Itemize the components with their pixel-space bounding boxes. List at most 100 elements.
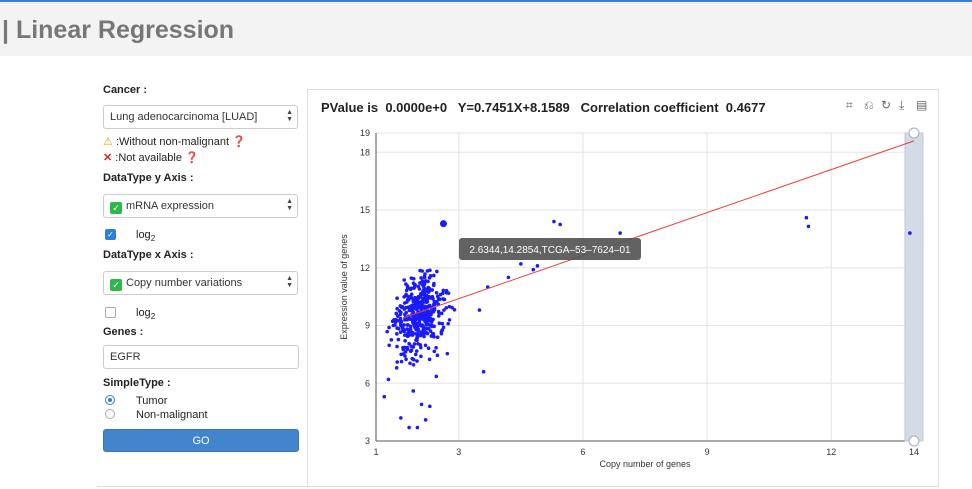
data-point xyxy=(404,357,408,362)
y-tick-label: 12 xyxy=(360,263,370,273)
data-point xyxy=(431,283,436,288)
non-malignant-radio[interactable] xyxy=(105,409,115,419)
go-button[interactable]: GO xyxy=(103,429,299,452)
data-point xyxy=(395,332,399,336)
data-point xyxy=(406,298,411,302)
x-axis-select[interactable]: ✓ Copy number variations ▲ ▼ xyxy=(103,271,298,295)
refresh-icon[interactable]: ↻ xyxy=(881,98,892,112)
data-point xyxy=(427,294,431,299)
data-point xyxy=(401,345,405,350)
data-point xyxy=(425,298,429,303)
data-point xyxy=(422,281,427,286)
data-point xyxy=(531,267,536,272)
zoom-slider-track xyxy=(904,132,924,442)
data-point xyxy=(414,307,419,312)
select-arrows-icon: ▲ ▼ xyxy=(286,198,293,212)
sample-type-label: SimpleType : xyxy=(103,377,171,389)
y-axis-select[interactable]: ✓ mRNA expression ▲ ▼ xyxy=(103,194,298,218)
data-point xyxy=(423,343,428,348)
y-log-checkbox[interactable]: ✓ xyxy=(105,229,116,240)
data-view-icon[interactable]: ▤ xyxy=(916,98,928,112)
zoom-icon[interactable]: ⌗ xyxy=(846,98,853,112)
data-point xyxy=(426,346,431,351)
data-point xyxy=(439,331,444,336)
help-icon[interactable]: ❓ xyxy=(185,152,199,164)
data-point xyxy=(419,330,423,334)
tumor-radio[interactable] xyxy=(105,395,115,405)
data-point xyxy=(399,305,404,309)
check-icon: ✓ xyxy=(110,279,122,291)
x-tick-label: 6 xyxy=(580,447,585,457)
page-title: | Linear Regression xyxy=(2,16,235,44)
y-axis-title: Expression value of genes xyxy=(339,234,349,340)
data-point xyxy=(434,346,438,350)
data-point xyxy=(519,262,523,266)
data-point xyxy=(413,352,418,357)
data-point xyxy=(438,292,443,297)
zoom-handle-top xyxy=(908,127,920,139)
data-point xyxy=(409,294,413,299)
data-point xyxy=(404,310,408,315)
data-point xyxy=(428,329,433,334)
data-point xyxy=(396,326,401,331)
data-point xyxy=(432,349,437,354)
data-point xyxy=(428,274,433,278)
data-point xyxy=(440,321,445,326)
data-point xyxy=(431,331,435,336)
data-point xyxy=(414,299,418,304)
data-point xyxy=(398,320,402,324)
data-point xyxy=(418,343,423,347)
top-accent-line xyxy=(0,0,972,2)
data-point xyxy=(387,325,391,330)
data-point xyxy=(419,323,424,327)
genes-label: Genes : xyxy=(103,326,144,338)
data-point xyxy=(428,404,432,409)
data-point xyxy=(437,310,441,315)
data-point xyxy=(428,310,433,315)
tumor-radio-label: Tumor xyxy=(136,395,168,407)
regression-stats: PValue is 0.0000e+0 Y=0.7451X+8.1589 Cor… xyxy=(321,100,766,115)
data-point xyxy=(435,335,440,340)
x-tick-label: 1 xyxy=(373,447,378,457)
data-point xyxy=(804,215,809,220)
data-point xyxy=(394,311,399,316)
data-point xyxy=(393,323,397,327)
data-point xyxy=(406,328,411,333)
data-point xyxy=(413,320,418,325)
data-point xyxy=(441,288,446,293)
help-icon[interactable]: ❓ xyxy=(232,136,246,148)
data-point xyxy=(399,352,403,357)
data-point xyxy=(416,295,421,300)
data-point xyxy=(418,300,423,305)
tooltip-box xyxy=(459,238,641,260)
data-point xyxy=(427,289,432,293)
y-axis-label: DataType y Axis : xyxy=(103,172,194,184)
data-point xyxy=(415,332,420,336)
y-tick-label: 9 xyxy=(365,321,370,331)
x-tick-label: 12 xyxy=(826,447,836,457)
x-tick-label: 14 xyxy=(909,447,919,457)
data-point xyxy=(408,304,413,309)
data-point xyxy=(394,366,399,370)
data-point xyxy=(408,324,413,329)
data-point xyxy=(406,323,410,327)
highlighted-point xyxy=(439,220,447,228)
cancer-select[interactable]: Lung adenocarcinoma [LUAD] ▲ ▼ xyxy=(103,105,298,129)
x-log-checkbox[interactable] xyxy=(105,307,116,318)
data-point xyxy=(430,288,434,292)
data-point xyxy=(437,321,442,326)
x-axis-title: Copy number of genes xyxy=(599,459,691,469)
data-point xyxy=(414,327,419,332)
download-icon[interactable]: ⤓ xyxy=(899,98,905,112)
genes-input[interactable]: EGFR xyxy=(103,345,299,369)
data-point xyxy=(427,357,432,362)
data-point xyxy=(441,325,446,330)
select-arrows-icon: ▲ ▼ xyxy=(286,275,293,289)
data-point xyxy=(422,285,426,290)
data-point xyxy=(414,317,418,321)
data-point xyxy=(409,348,414,353)
data-point xyxy=(435,269,439,274)
data-point xyxy=(399,310,403,315)
data-point xyxy=(407,425,411,430)
zoom-reset-icon[interactable]: ⎌ xyxy=(864,98,874,112)
